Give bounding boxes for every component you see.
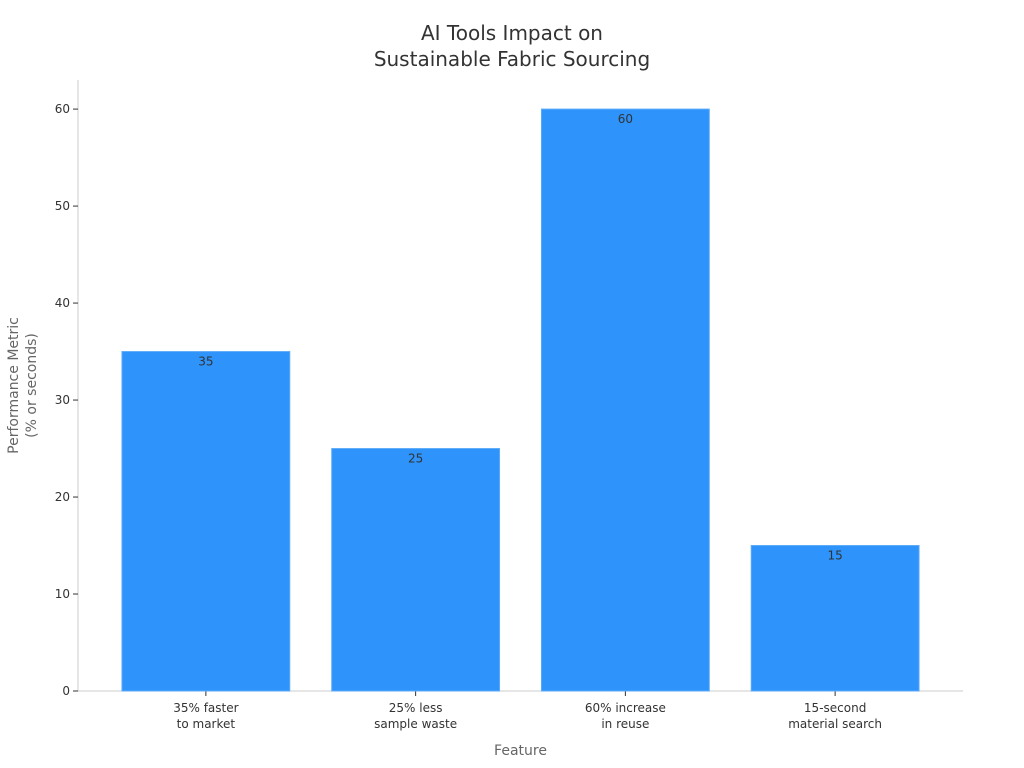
y-tick-label: 0 — [62, 684, 70, 698]
y-tick-label: 20 — [55, 490, 70, 504]
bars — [121, 108, 920, 692]
y-tick-label: 30 — [55, 393, 70, 407]
x-tick-label: 15-second — [804, 701, 866, 715]
bar-data-label: 15 — [827, 549, 842, 563]
x-tick-label: 35% faster — [173, 701, 238, 715]
y-axis: 0 10 20 30 40 50 60 — [55, 80, 79, 698]
x-tick-label: to market — [177, 717, 236, 731]
x-tick-label: sample waste — [374, 717, 457, 731]
bar — [540, 108, 710, 692]
x-axis: 35% faster to market 25% less sample waste 6… — [78, 690, 963, 731]
bar — [121, 351, 291, 692]
y-tick-label: 50 — [55, 199, 70, 213]
bar-data-label: 35 — [198, 355, 213, 369]
y-axis-title-line: (% or seconds) — [24, 333, 40, 438]
data-labels: 35 25 60 15 — [198, 112, 843, 562]
x-tick-label: 25% less — [389, 701, 443, 715]
bar — [750, 545, 920, 692]
y-axis-title: Performance Metric (% or seconds) — [6, 317, 40, 454]
bar-data-label: 60 — [618, 112, 633, 126]
bar-data-label: 25 — [408, 452, 423, 466]
x-tick-label: 60% increase — [585, 701, 666, 715]
y-tick-label: 60 — [55, 102, 70, 116]
x-tick-label: in reuse — [601, 717, 649, 731]
y-tick-label: 40 — [55, 296, 70, 310]
chart-title-line: AI Tools Impact on — [421, 21, 603, 45]
chart-title-line: Sustainable Fabric Sourcing — [374, 47, 650, 71]
y-axis-title-line: Performance Metric — [6, 317, 22, 454]
x-axis-title: Feature — [494, 743, 547, 759]
bar — [331, 448, 501, 692]
y-tick-label: 10 — [55, 587, 70, 601]
x-tick-label: material search — [788, 717, 882, 731]
